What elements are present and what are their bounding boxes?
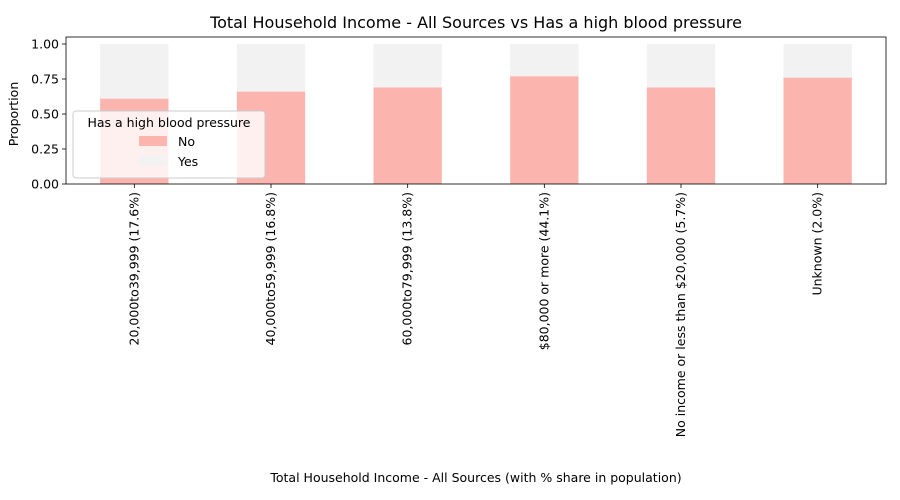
x-tick-label-3: $80,000 or more (44.1%) xyxy=(536,192,551,350)
bar-no-4 xyxy=(646,87,716,184)
bar-no-3 xyxy=(510,76,579,184)
y-tick-label-1: 0.25 xyxy=(31,142,59,157)
y-axis-label: Proportion xyxy=(6,82,21,147)
legend-swatch-yes xyxy=(139,156,167,166)
y-tick-label-3: 0.75 xyxy=(31,72,59,87)
x-tick-label-5: Unknown (2.0%) xyxy=(810,192,825,296)
x-tick-label-2: 60,000to79,999 (13.8%) xyxy=(400,192,415,345)
legend-box xyxy=(72,110,266,179)
y-tick-label-4: 1.00 xyxy=(31,37,59,52)
x-tick-label-4: No income or less than $20,000 (5.7%) xyxy=(673,192,688,437)
x-tick-label-0: 20,000to39,999 (17.6%) xyxy=(126,192,141,345)
y-tick-label-2: 0.50 xyxy=(31,107,59,122)
bar-no-2 xyxy=(373,87,442,184)
bar-yes-1 xyxy=(236,44,306,92)
bar-yes-0 xyxy=(100,44,169,99)
legend-title: Has a high blood pressure xyxy=(87,115,250,130)
bar-yes-2 xyxy=(373,44,442,88)
bar-yes-3 xyxy=(510,44,579,77)
axes-frame xyxy=(65,36,887,185)
bar-no-5 xyxy=(783,77,852,184)
bar-yes-5 xyxy=(783,44,852,78)
x-tick-label-1: 40,000to59,999 (16.8%) xyxy=(263,192,278,345)
y-tick-label-0: 0.00 xyxy=(31,177,59,192)
bar-yes-4 xyxy=(646,44,716,88)
plot-area: 20,000to39,999 (17.6%) 40,000to59,999 (16… xyxy=(31,36,887,437)
legend-label-no: No xyxy=(178,134,195,149)
legend-swatch-no xyxy=(139,136,167,146)
x-axis-label: Total Household Income - All Sources (wi… xyxy=(269,470,681,485)
chart-title: Total Household Income - All Sources vs … xyxy=(209,13,742,32)
legend-label-yes: Yes xyxy=(177,154,198,169)
legend: Has a high blood pressure No Yes xyxy=(72,110,266,179)
